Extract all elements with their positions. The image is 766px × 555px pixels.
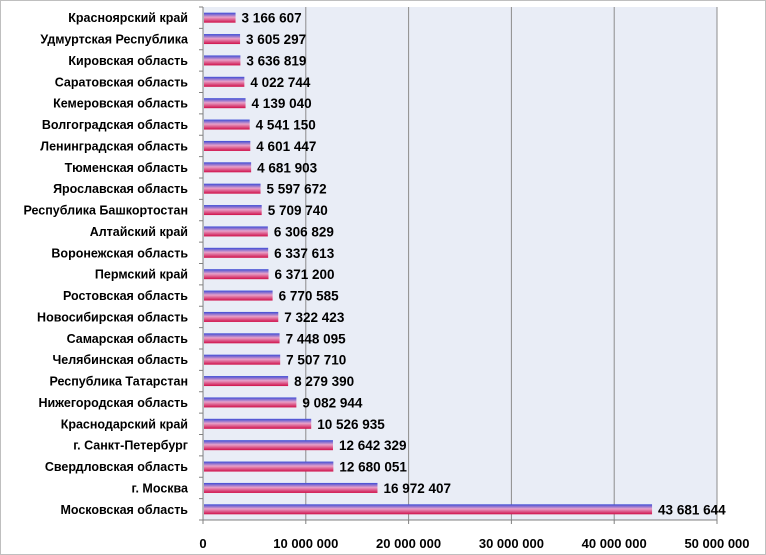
category-label: Удмуртская Республика [40,33,189,47]
bar [204,504,653,515]
data-label: 4 022 744 [250,75,311,90]
x-tick-label: 0 [199,536,206,551]
bar [204,98,246,109]
data-label: 5 709 740 [268,203,328,218]
bar [204,440,333,451]
category-label: Алтайский край [90,225,188,239]
data-label: 6 371 200 [274,267,334,282]
category-label: Воронежская область [51,246,188,260]
x-tick-label: 20 000 000 [376,536,441,551]
bar [204,183,261,194]
category-label: Кемеровская область [53,97,188,111]
bar [204,226,268,237]
data-label: 4 681 903 [257,160,318,175]
bar [204,119,250,130]
bar [204,269,269,280]
category-label: Новосибирская область [37,310,188,324]
x-tick-label: 40 000 000 [582,536,647,551]
category-label: Республика Башкортостан [23,204,188,218]
data-label: 5 597 672 [267,182,327,197]
data-label: 7 448 095 [286,331,347,346]
bar [204,247,269,258]
category-label: Свердловская область [45,460,188,474]
bar [204,482,378,493]
category-label: Самарская область [67,332,189,346]
data-label: 8 279 390 [294,374,354,389]
category-label: Краснодарский край [61,417,188,431]
bar [204,162,252,173]
bar [204,461,334,472]
category-label: Кировская область [68,54,188,68]
x-tick-label: 30 000 000 [479,536,544,551]
category-label: Ленинградская область [40,139,188,153]
bar [204,34,241,45]
bar [204,205,262,216]
bar [204,397,297,408]
x-tick-label: 10 000 000 [273,536,338,551]
category-label: Саратовская область [55,75,189,89]
data-label: 9 082 944 [302,395,363,410]
category-label: Волгоградская область [42,118,188,132]
data-label: 10 526 935 [317,417,385,432]
bar [204,311,279,322]
bar [204,55,241,66]
data-label: 3 605 297 [246,32,306,47]
data-label: 3 166 607 [242,11,302,26]
data-label: 4 541 150 [256,118,316,133]
bar [204,12,236,23]
data-label: 6 306 829 [274,224,334,239]
category-label: Республика Татарстан [49,375,188,389]
data-label: 4 601 447 [256,139,316,154]
category-label: г. Москва [132,481,190,495]
category-label: Нижегородская область [38,396,188,410]
bar [204,418,312,429]
category-label: Пермский край [95,268,188,282]
category-label: Ярославская область [53,182,188,196]
category-label: Челябинская область [52,353,188,367]
bar [204,290,273,301]
bar [204,376,289,387]
data-label: 3 636 819 [246,53,306,68]
bar [204,333,280,344]
data-label: 12 680 051 [339,460,407,475]
bar [204,140,251,151]
category-label: Тюменская область [65,161,189,175]
data-label: 6 770 585 [279,289,340,304]
bar [204,76,245,87]
data-label: 6 337 613 [274,246,335,261]
x-tick-label: 50 000 000 [684,536,749,551]
category-label: Московская область [60,503,188,517]
bar [204,354,281,365]
data-label: 7 507 710 [286,353,346,368]
category-label: г. Санкт-Петербург [73,439,188,453]
data-label: 12 642 329 [339,438,407,453]
data-label: 7 322 423 [284,310,345,325]
data-label: 16 972 407 [383,481,451,496]
category-label: Ростовская область [63,289,188,303]
plot-area [203,7,717,520]
category-label: Красноярский край [68,11,188,25]
data-label: 43 681 644 [658,502,726,517]
data-label: 4 139 040 [252,96,312,111]
